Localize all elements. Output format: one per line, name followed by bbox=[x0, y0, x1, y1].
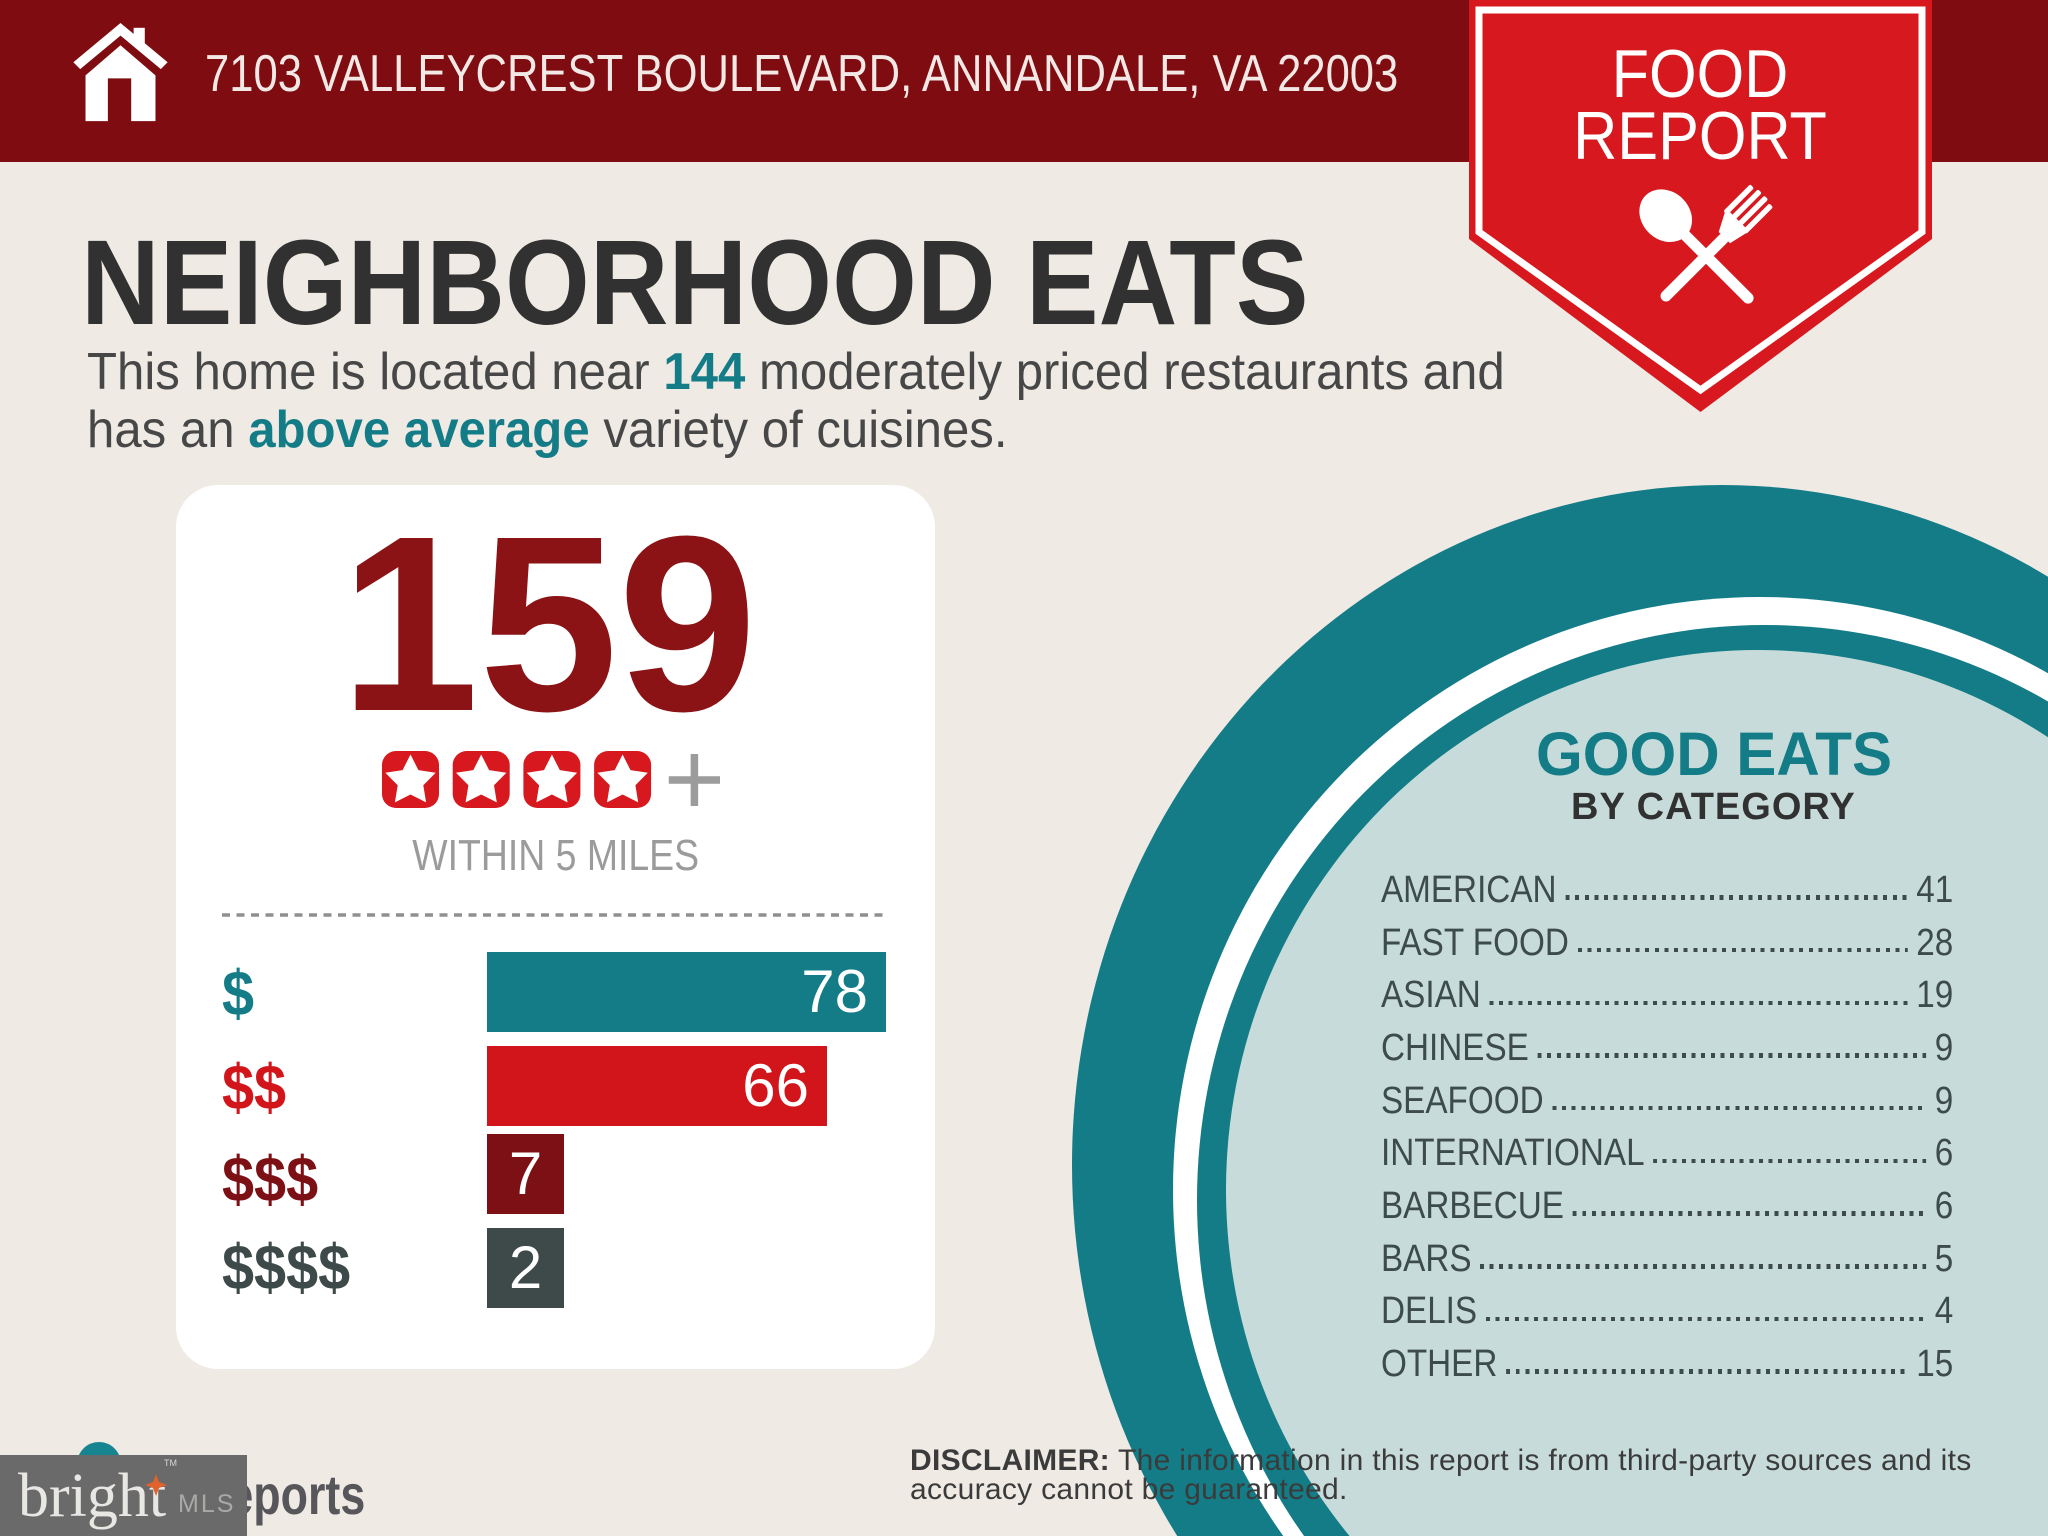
svg-text:REPORT: REPORT bbox=[1573, 97, 1827, 174]
svg-text:TM: TM bbox=[164, 1458, 177, 1468]
svg-text:bright: bright bbox=[18, 1462, 166, 1530]
svg-text:FOOD: FOOD bbox=[1612, 35, 1789, 112]
svg-text:MLS: MLS bbox=[178, 1490, 235, 1518]
